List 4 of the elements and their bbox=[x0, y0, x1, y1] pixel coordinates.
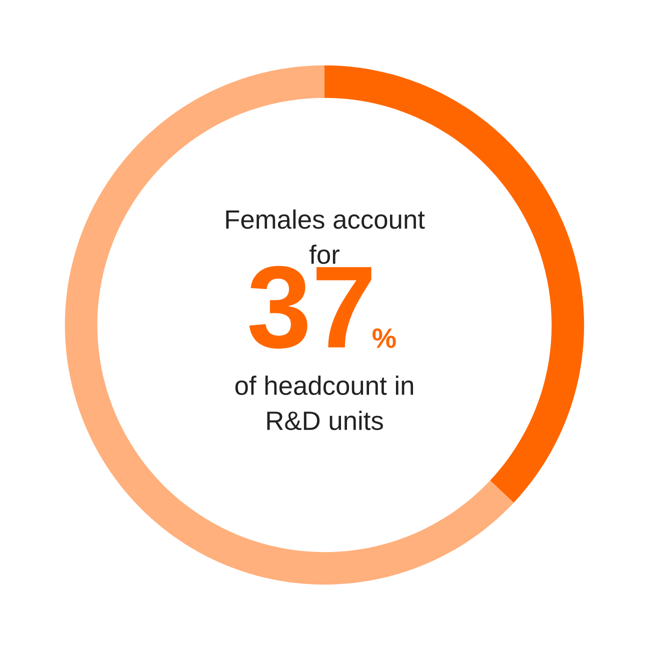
text: % bbox=[372, 328, 396, 348]
text: Females account for bbox=[226, 209, 425, 264]
text: 37 bbox=[249, 266, 372, 349]
text: of headcount in R&D units bbox=[235, 376, 414, 430]
